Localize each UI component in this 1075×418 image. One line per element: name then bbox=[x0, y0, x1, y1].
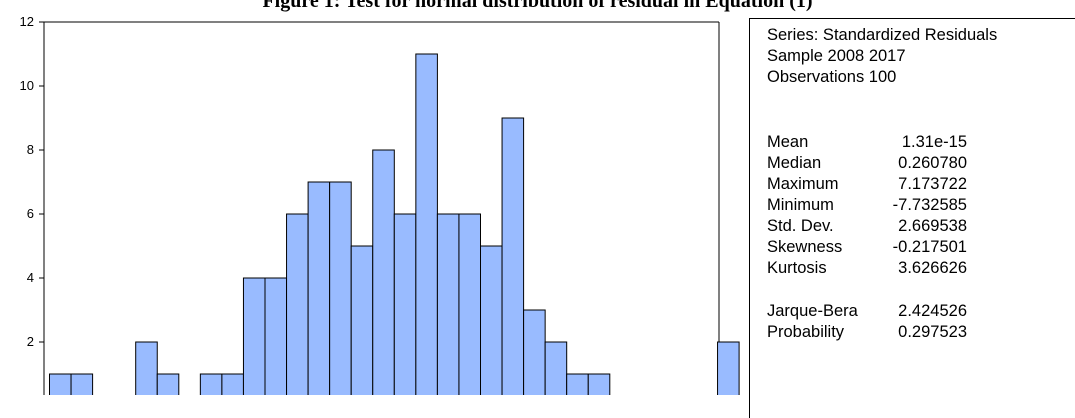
stat-label: Minimum bbox=[767, 196, 834, 214]
stat-label: Jarque-Bera bbox=[767, 302, 858, 320]
stat-row: Median 0.260780 bbox=[767, 153, 1067, 174]
stat-value: 3.626626 bbox=[898, 259, 967, 277]
histogram-bar bbox=[587, 373, 611, 395]
histogram-bar bbox=[286, 213, 309, 395]
y-tick-label: 6 bbox=[27, 206, 34, 221]
histogram-bar bbox=[221, 373, 244, 395]
y-tick-label: 4 bbox=[27, 270, 34, 285]
stat-label: Mean bbox=[767, 133, 809, 151]
stat-value: -7.732585 bbox=[892, 196, 967, 214]
y-tick-label: 12 bbox=[20, 14, 34, 29]
observations-label: Observations 100 bbox=[767, 68, 897, 86]
stat-row: Kurtosis 3.626626 bbox=[767, 258, 1067, 279]
y-tick-label: 8 bbox=[27, 142, 34, 157]
stat-row: Std. Dev. 2.669538 bbox=[767, 216, 1067, 237]
histogram-bar bbox=[199, 373, 223, 395]
histogram-bar bbox=[156, 373, 180, 395]
histogram-bar bbox=[49, 373, 72, 395]
stat-value: 0.260780 bbox=[898, 154, 967, 172]
histogram-bar bbox=[458, 213, 482, 395]
stat-value: 2.669538 bbox=[898, 217, 967, 235]
statistics-panel: Series: Standardized Residuals Sample 20… bbox=[749, 18, 1075, 418]
histogram-bar bbox=[329, 181, 352, 395]
stat-row: Minimum -7.732585 bbox=[767, 195, 1067, 216]
sample-label: Sample 2008 2017 bbox=[767, 47, 906, 65]
stat-row: Jarque-Bera 2.424526 bbox=[767, 301, 1067, 322]
histogram-bar bbox=[393, 213, 417, 395]
stat-value: 0.297523 bbox=[898, 323, 967, 341]
histogram-bar bbox=[436, 213, 460, 395]
series-label: Series: Standardized Residuals bbox=[767, 26, 998, 44]
stat-row: Probability 0.297523 bbox=[767, 322, 1067, 343]
stat-label: Skewness bbox=[767, 238, 843, 256]
stat-value: 2.424526 bbox=[898, 302, 967, 320]
stat-label: Median bbox=[767, 154, 822, 172]
stat-row: Skewness -0.217501 bbox=[767, 237, 1067, 258]
histogram-bar bbox=[307, 181, 331, 395]
histogram-chart: 2 4 6 8 10 12 bbox=[20, 14, 740, 395]
histogram-bar bbox=[135, 341, 158, 395]
stat-value: -0.217501 bbox=[892, 238, 967, 256]
stat-label: Kurtosis bbox=[767, 259, 827, 277]
stat-row: Maximum 7.173722 bbox=[767, 174, 1067, 195]
y-tick-label: 10 bbox=[20, 78, 34, 93]
histogram-bar bbox=[544, 341, 568, 395]
histogram-bar bbox=[480, 245, 503, 395]
stat-label: Maximum bbox=[767, 175, 839, 193]
stat-row: Mean 1.31e-15 bbox=[767, 132, 1067, 153]
histogram-bar bbox=[350, 245, 374, 395]
figure-title: Figure 1: Test for normal distribution o… bbox=[262, 0, 813, 12]
stat-label: Std. Dev. bbox=[767, 217, 834, 235]
histogram-bar bbox=[264, 277, 288, 395]
stat-value: 7.173722 bbox=[898, 175, 967, 193]
stat-value: 1.31e-15 bbox=[901, 133, 967, 151]
histogram-bar bbox=[415, 53, 438, 395]
histogram-bar bbox=[566, 373, 589, 395]
y-tick-label: 2 bbox=[27, 334, 34, 349]
histogram-bar bbox=[242, 277, 266, 395]
histogram-bar bbox=[372, 149, 395, 395]
histogram-bar bbox=[717, 341, 740, 395]
histogram-bar bbox=[523, 309, 546, 395]
stat-label: Probability bbox=[767, 323, 845, 341]
histogram-bar bbox=[70, 373, 94, 395]
histogram-bar bbox=[501, 117, 525, 395]
